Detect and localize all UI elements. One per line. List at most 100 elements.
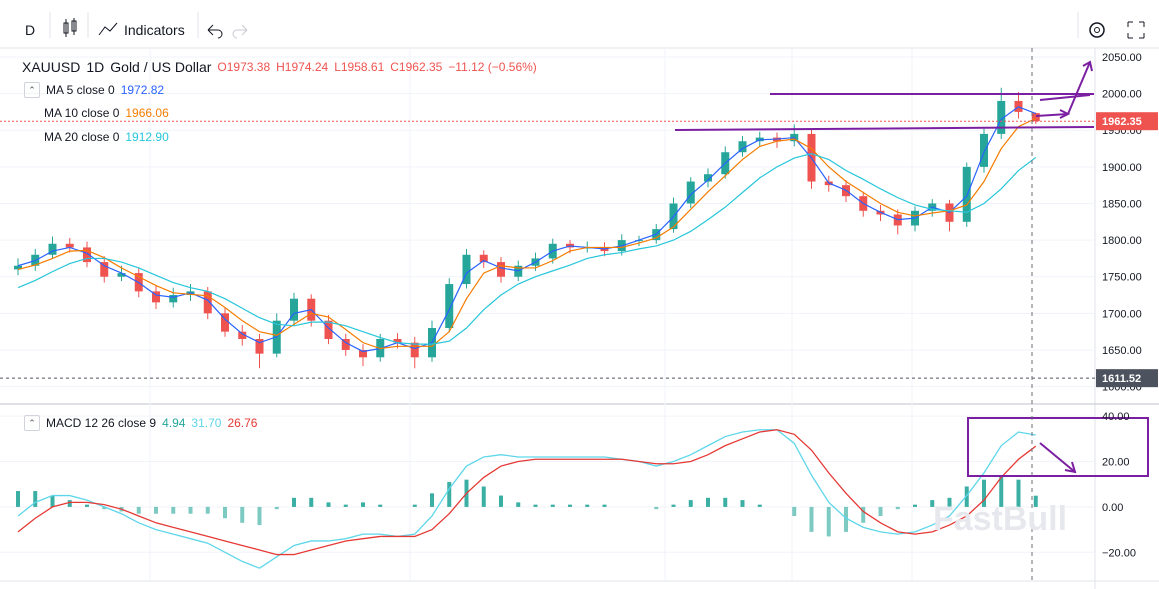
- histogram-bar: [292, 497, 296, 507]
- ohlc-value: L1958.61: [334, 60, 385, 74]
- histogram-bar: [671, 504, 676, 507]
- indicator-value: 1972.82: [120, 83, 165, 97]
- candle-body: [1031, 113, 1040, 122]
- ma-legend-row: MA 20 close 0 1912.90: [24, 130, 169, 144]
- histogram-bar: [50, 495, 55, 507]
- candle-body: [686, 181, 695, 204]
- y-tick-label: 1800.00: [1102, 235, 1142, 247]
- trend-line[interactable]: [674, 126, 1095, 131]
- collapse-button[interactable]: ⌃: [24, 82, 40, 98]
- histogram-bar: [826, 506, 831, 537]
- histogram-bar: [688, 500, 693, 507]
- candle-body: [117, 273, 126, 277]
- histogram-bar: [982, 479, 986, 507]
- price-axis: 2050.002000.001950.001900.001850.001800.…: [1096, 52, 1158, 559]
- redo-button[interactable]: [232, 24, 248, 39]
- price-label-bg: [1096, 112, 1158, 131]
- signal-line: [17, 429, 1037, 556]
- candle-type-icon[interactable]: [63, 18, 77, 37]
- histogram-bar: [706, 497, 710, 507]
- indicator-name: MA 20 close 0: [44, 130, 120, 144]
- fullscreen-button[interactable]: [1127, 21, 1145, 39]
- histogram-bar: [33, 491, 38, 507]
- candle-body: [738, 141, 747, 153]
- y-tick-label: 40.00: [1102, 411, 1130, 423]
- arrow[interactable]: [1039, 94, 1091, 101]
- candle-body: [980, 133, 988, 167]
- histogram-bar: [533, 504, 538, 507]
- histogram-bar: [550, 504, 555, 507]
- candle-body: [290, 298, 298, 321]
- candle-body: [65, 243, 74, 248]
- ohlc-value: C1962.35: [390, 60, 443, 74]
- watermark: FastBull: [933, 500, 1067, 538]
- indicator-value: 1912.90: [125, 130, 169, 144]
- candle-body: [100, 262, 109, 277]
- histogram-bar: [85, 504, 89, 507]
- histogram-bar: [1033, 495, 1038, 507]
- arrow-head: [1064, 461, 1077, 474]
- interval-button[interactable]: D: [25, 22, 36, 38]
- price-label: 1962.35: [1102, 116, 1142, 128]
- y-tick-label: 1700.00: [1102, 308, 1142, 320]
- histogram-bar: [878, 506, 883, 516]
- arrow-head: [1082, 60, 1093, 72]
- histogram-bar: [499, 495, 503, 507]
- histogram-bar: [171, 506, 176, 514]
- indicator-value: 26.76: [227, 416, 258, 430]
- histogram-bar: [188, 506, 193, 514]
- ma-line: [17, 106, 1036, 353]
- indicators-button[interactable]: Indicators: [124, 22, 185, 38]
- candle-body: [479, 254, 488, 263]
- histogram-bar: [999, 475, 1004, 507]
- indicators-icon[interactable]: [98, 22, 118, 36]
- symbol-name: Gold / US Dollar: [110, 59, 212, 75]
- marks: [0, 56, 1095, 569]
- y-tick-label: −20.00: [1102, 547, 1136, 559]
- collapse-button[interactable]: ⌃: [24, 415, 40, 431]
- macd-line: [17, 429, 1036, 569]
- arrow[interactable]: [1067, 61, 1091, 115]
- candle-body: [238, 331, 247, 339]
- histogram-bar: [154, 506, 158, 514]
- histogram-bar: [723, 497, 728, 507]
- histogram-bar: [343, 504, 348, 507]
- histogram-bar: [792, 506, 797, 516]
- histogram-bar: [654, 506, 659, 510]
- candle-body: [497, 262, 505, 277]
- arrow[interactable]: [1039, 442, 1076, 473]
- highlight-box[interactable]: [967, 417, 1149, 477]
- y-tick-label: 2050.00: [1102, 52, 1142, 64]
- histogram-bar: [481, 486, 486, 507]
- histogram-bar: [585, 504, 590, 507]
- arrow[interactable]: [1035, 113, 1069, 117]
- histogram-bar: [913, 504, 917, 507]
- candle-body: [152, 291, 160, 303]
- histogram-bar: [861, 506, 866, 523]
- candle-body: [341, 338, 350, 350]
- ma-line: [17, 117, 1037, 350]
- candle-body: [410, 342, 419, 358]
- time-grid: [149, 48, 913, 581]
- histogram-bar: [326, 502, 331, 507]
- price-label: 1611.52: [1102, 373, 1141, 385]
- candle-body: [203, 291, 212, 314]
- histogram-bar: [205, 506, 210, 514]
- indicator-value: 4.94: [162, 416, 186, 430]
- settings-icon: [1094, 27, 1100, 33]
- histogram-bar: [447, 481, 452, 507]
- histogram-bar: [102, 506, 107, 510]
- settings-button[interactable]: [1089, 22, 1105, 38]
- undo-button[interactable]: [207, 24, 223, 39]
- candle-body: [445, 284, 454, 329]
- candle-body: [169, 295, 178, 303]
- histogram-bar: [895, 506, 900, 510]
- ohlc-value: H1974.24: [276, 60, 329, 74]
- candle-body: [324, 320, 333, 339]
- histogram-bar: [516, 502, 521, 507]
- y-tick-label: 1850.00: [1102, 198, 1142, 210]
- candle-body: [704, 174, 712, 182]
- candle-body: [48, 243, 57, 255]
